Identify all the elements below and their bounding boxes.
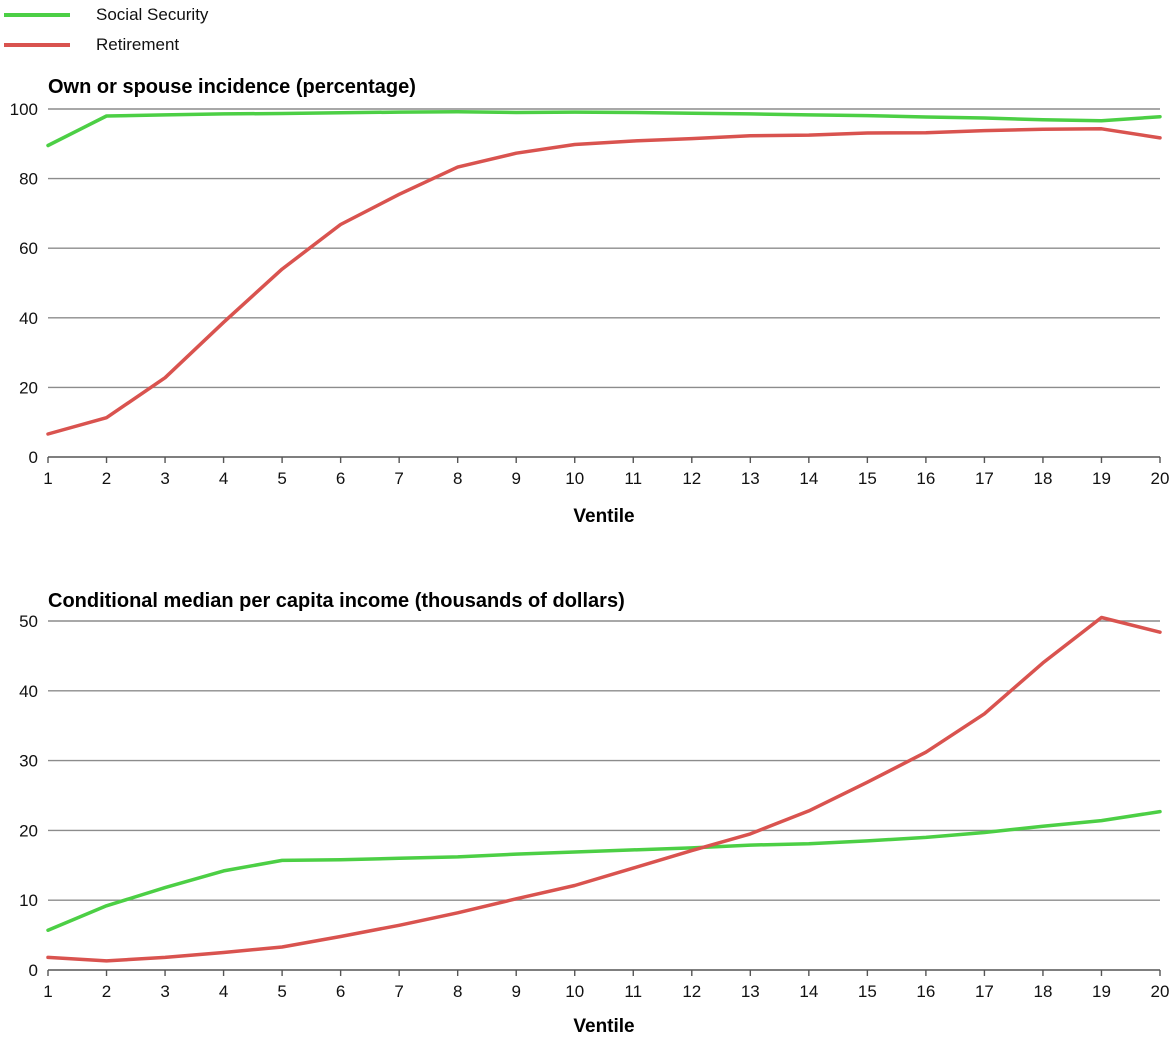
x-tick-label: 18 xyxy=(1033,982,1052,1001)
x-tick-label: 9 xyxy=(511,469,520,488)
y-tick-label: 0 xyxy=(29,448,38,467)
x-tick-label: 16 xyxy=(916,982,935,1001)
series-group xyxy=(46,110,1162,436)
x-tick-label: 4 xyxy=(219,982,228,1001)
y-tick-label: 20 xyxy=(19,378,38,397)
x-tick-label: 18 xyxy=(1033,469,1052,488)
x-tick-label: 16 xyxy=(916,469,935,488)
y-tick-label: 0 xyxy=(29,961,38,980)
legend-label-social-security: Social Security xyxy=(96,5,209,24)
x-tick-label: 9 xyxy=(511,982,520,1001)
series-line-retirement xyxy=(46,615,1162,963)
x-tick-label: 3 xyxy=(160,982,169,1001)
x-axis-title: Ventile xyxy=(573,1016,634,1037)
y-tick-label: 40 xyxy=(19,309,38,328)
x-tick-label: 10 xyxy=(565,982,584,1001)
legend-item-social-security: Social Security xyxy=(0,0,400,30)
y-tick-label: 10 xyxy=(19,891,38,910)
x-axis-title: Ventile xyxy=(573,506,634,527)
legend-swatch-retirement xyxy=(4,43,70,47)
legend-label-retirement: Retirement xyxy=(96,35,180,54)
incidence-chart: Own or spouse incidence (percentage) 020… xyxy=(10,76,1170,527)
legend-item-retirement: Retirement xyxy=(0,30,400,60)
x-tick-label: 5 xyxy=(277,469,286,488)
x-tick-label: 8 xyxy=(453,982,462,1001)
x-tick-label: 13 xyxy=(741,469,760,488)
x-tick-label: 11 xyxy=(624,469,642,488)
series-group xyxy=(46,615,1162,963)
x-tick-label: 2 xyxy=(102,469,111,488)
x-tick-label: 11 xyxy=(624,982,642,1001)
series-line-retirement xyxy=(46,127,1162,436)
grid xyxy=(48,108,1160,389)
y-tick-label: 50 xyxy=(19,612,38,631)
x-tick-label: 17 xyxy=(975,469,994,488)
chart-title: Conditional median per capita income (th… xyxy=(48,590,625,612)
x-tick-label: 7 xyxy=(394,982,403,1001)
x-tick-label: 1 xyxy=(43,469,52,488)
x-tick-label: 19 xyxy=(1092,469,1111,488)
x-tick-label: 6 xyxy=(336,469,345,488)
x-tick-label: 12 xyxy=(682,469,701,488)
x-tick-label: 12 xyxy=(682,982,701,1001)
y-tick-label: 60 xyxy=(19,239,38,258)
x-tick-label: 1 xyxy=(43,982,52,1001)
x-tick-label: 15 xyxy=(858,469,877,488)
x-tick-label: 10 xyxy=(565,469,584,488)
x-axis-ticks: 1 2 3 4 5 6 7 8 9 10 11 12 13 14 15 16 17 18 19 20 xyxy=(43,970,1169,1001)
y-tick-label: 30 xyxy=(19,752,38,771)
x-tick-label: 5 xyxy=(277,982,286,1001)
x-tick-label: 17 xyxy=(975,982,994,1001)
series-line-social-security xyxy=(46,110,1162,148)
legend-swatch-social-security xyxy=(4,13,70,17)
y-axis-ticks: 0 10 20 30 40 50 xyxy=(19,612,38,980)
x-tick-label: 4 xyxy=(219,469,228,488)
y-axis-ticks: 0 20 40 60 80 100 xyxy=(10,100,38,467)
x-tick-label: 2 xyxy=(102,982,111,1001)
x-tick-label: 13 xyxy=(741,982,760,1001)
y-tick-label: 40 xyxy=(19,682,38,701)
x-axis-ticks: 1 2 3 4 5 6 7 8 9 10 11 12 13 14 15 16 17 18 19 20 xyxy=(43,457,1169,488)
x-tick-label: 6 xyxy=(336,982,345,1001)
x-tick-label: 20 xyxy=(1151,469,1170,488)
series-line-social-security xyxy=(46,809,1162,932)
x-tick-label: 15 xyxy=(858,982,877,1001)
grid xyxy=(48,620,1160,901)
legend: Social Security Retirement xyxy=(0,0,400,60)
y-tick-label: 80 xyxy=(19,170,38,189)
x-tick-label: 8 xyxy=(453,469,462,488)
x-tick-label: 14 xyxy=(799,982,818,1001)
x-tick-label: 20 xyxy=(1151,982,1170,1001)
y-tick-label: 20 xyxy=(19,821,38,840)
x-tick-label: 3 xyxy=(160,469,169,488)
y-tick-label: 100 xyxy=(10,100,38,119)
income-chart: Conditional median per capita income (th… xyxy=(19,590,1169,1037)
x-tick-label: 19 xyxy=(1092,982,1111,1001)
x-tick-label: 14 xyxy=(799,469,818,488)
x-tick-label: 7 xyxy=(394,469,403,488)
chart-title: Own or spouse incidence (percentage) xyxy=(48,76,416,98)
